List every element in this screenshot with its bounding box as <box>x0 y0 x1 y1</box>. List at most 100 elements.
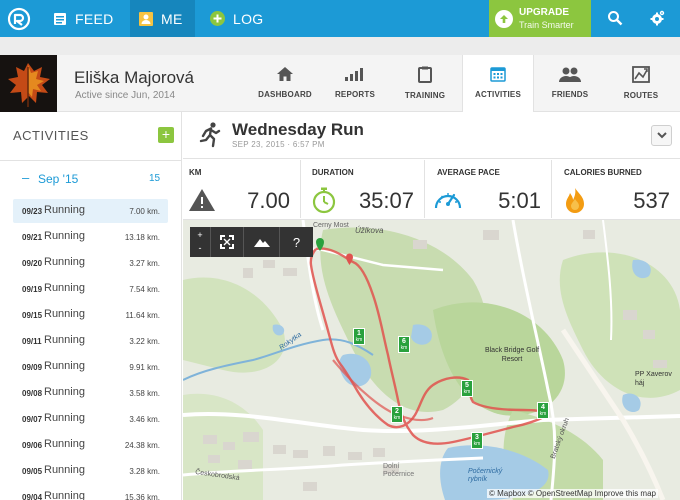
km-marker[interactable]: 6 km <box>398 336 410 353</box>
app-logo[interactable] <box>0 0 37 37</box>
friends-icon <box>559 67 581 82</box>
fullscreen-button[interactable] <box>210 227 243 257</box>
nav-me-label: ME <box>161 10 183 27</box>
map-label-park: PP Xaverov háj <box>635 371 672 387</box>
sidebar-title: ACTIVITIES <box>13 128 89 143</box>
arrow-up-icon <box>495 9 513 28</box>
tab-training[interactable]: TRAINING <box>392 55 458 112</box>
nav-me[interactable]: ME <box>130 0 195 37</box>
month-group-header[interactable] <box>0 160 182 198</box>
km-marker-unit: km <box>473 441 481 447</box>
activity-list-item[interactable]: 09/05 Running 3.28 km. <box>13 459 168 483</box>
nav-log-label: LOG <box>233 10 264 27</box>
km-marker[interactable]: 2 km <box>391 406 403 423</box>
stats-divider <box>551 160 552 218</box>
nav-log[interactable]: LOG <box>210 0 270 37</box>
avatar[interactable] <box>0 55 57 112</box>
zoom-controls: + - <box>190 227 210 257</box>
upgrade-button[interactable]: UPGRADE Train Smarter <box>489 0 591 37</box>
activity-list-item[interactable]: 09/15 Running 11.64 km. <box>13 303 168 327</box>
nav-feed[interactable]: FEED <box>52 0 122 37</box>
activity-date: 09/15 <box>22 311 43 320</box>
logo-icon <box>7 7 30 30</box>
collapse-icon[interactable]: – <box>22 170 30 185</box>
activity-list-item[interactable]: 09/06 Running 24.38 km. <box>13 433 168 457</box>
stat-distance-label: KM <box>189 168 202 177</box>
map-credit[interactable]: © Mapbox © OpenStreetMap Improve this ma… <box>487 489 658 498</box>
activity-options-button[interactable] <box>651 125 672 146</box>
add-activity-button[interactable]: + <box>158 127 174 143</box>
chevron-down-icon <box>656 132 667 139</box>
top-nav: FEED ME LOG UPGRADE Train Smarter <box>0 0 680 37</box>
month-label: Sep '15 <box>38 172 79 186</box>
stats-divider <box>300 160 301 218</box>
gear-icon[interactable] <box>648 9 666 27</box>
km-marker[interactable]: 5 km <box>461 380 473 397</box>
terrain-button[interactable] <box>243 227 279 257</box>
bar-chart-icon <box>345 68 363 81</box>
tab-activities[interactable]: ACTIVITIES <box>462 55 534 112</box>
zoom-in-button[interactable]: + <box>197 230 203 240</box>
km-marker-number: 2 <box>395 408 399 415</box>
activity-list-item[interactable]: 09/04 Running 15.36 km. <box>13 485 168 500</box>
activity-distance: 3.28 km. <box>129 467 160 476</box>
stat-duration-value: 35:07 <box>358 188 414 213</box>
activity-distance: 7.00 km. <box>129 207 160 216</box>
activity-type: Running <box>44 386 85 398</box>
activity-list-item[interactable]: 09/20 Running 3.27 km. <box>13 251 168 275</box>
stat-duration-label: DURATION <box>312 168 354 177</box>
km-marker-number: 3 <box>475 434 479 441</box>
stopwatch-icon <box>312 187 336 214</box>
upgrade-title: UPGRADE <box>519 6 570 18</box>
activity-distance: 3.58 km. <box>129 389 160 398</box>
activity-list-item[interactable]: 09/07 Running 3.46 km. <box>13 407 168 431</box>
km-marker-number: 1 <box>357 330 361 337</box>
activity-date: 09/09 <box>22 363 43 372</box>
tab-dashboard-label: DASHBOARD <box>258 90 312 99</box>
route-map[interactable]: 1 km 2 km 3 km 4 km 5 km 6 km Úžlkova Cerny Most Bl… <box>183 220 680 500</box>
tab-routes-label: ROUTES <box>623 91 659 100</box>
activity-date: 09/04 <box>22 493 43 500</box>
tab-routes[interactable]: ROUTES <box>606 55 676 112</box>
elevation-icon <box>189 189 215 211</box>
stats-divider <box>424 160 425 218</box>
activity-distance: 7.54 km. <box>129 285 160 294</box>
km-marker[interactable]: 1 km <box>353 328 365 345</box>
mountain-icon <box>253 239 270 247</box>
activity-distance: 15.36 km. <box>124 493 160 500</box>
gauge-icon <box>434 193 462 209</box>
header-spacer <box>0 37 680 55</box>
feed-icon <box>52 11 67 26</box>
zoom-out-button[interactable]: - <box>198 243 202 253</box>
map-label-pond: Počernický rybník <box>468 468 503 483</box>
activity-type: Running <box>44 256 85 268</box>
activity-date: 09/07 <box>22 415 43 424</box>
help-button[interactable]: ? <box>279 227 313 257</box>
km-marker[interactable]: 4 km <box>537 402 549 419</box>
km-marker-unit: km <box>355 337 363 343</box>
activity-datetime: SEP 23, 2015 · 6:57 PM <box>232 140 325 149</box>
search-icon[interactable] <box>606 9 624 27</box>
map-label-street: Úžlkova <box>355 226 384 235</box>
activity-list-item[interactable]: 09/19 Running 7.54 km. <box>13 277 168 301</box>
km-marker-unit: km <box>393 415 401 421</box>
km-marker-unit: km <box>539 411 547 417</box>
tab-dashboard[interactable]: DASHBOARD <box>250 55 320 112</box>
activity-type: Running <box>44 438 85 450</box>
activity-list-item[interactable]: 09/11 Running 3.22 km. <box>13 329 168 353</box>
activity-list-item[interactable]: 09/23 Running 7.00 km. <box>13 199 168 223</box>
tab-reports[interactable]: REPORTS <box>322 55 388 112</box>
activities-sidebar <box>0 112 182 500</box>
tab-friends[interactable]: FRIENDS <box>536 55 604 112</box>
stat-distance-value: 7.00 <box>247 188 290 213</box>
stat-pace-value: 5:01 <box>498 188 541 213</box>
autumn-leaf-icon <box>0 55 57 112</box>
activity-list-item[interactable]: 09/08 Running 3.58 km. <box>13 381 168 405</box>
activity-list-item[interactable]: 09/09 Running 9.91 km. <box>13 355 168 379</box>
stat-duration: DURATION 35:07 <box>301 158 424 220</box>
activity-type: Running <box>44 230 85 242</box>
activity-distance: 3.27 km. <box>129 259 160 268</box>
clipboard-icon <box>418 66 432 83</box>
activity-list-item[interactable]: 09/21 Running 13.18 km. <box>13 225 168 249</box>
km-marker[interactable]: 3 km <box>471 432 483 449</box>
